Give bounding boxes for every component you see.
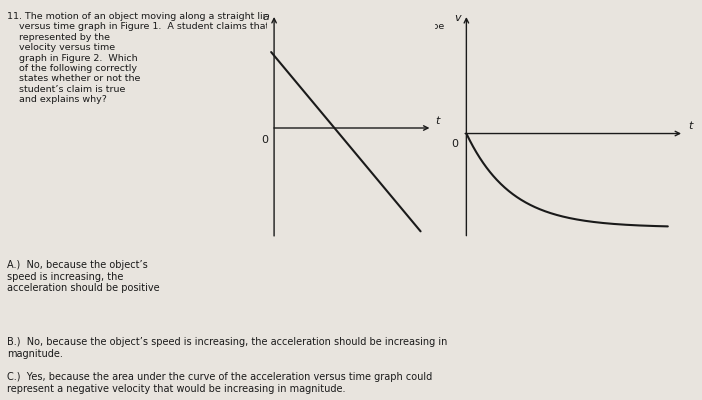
Text: v: v	[453, 12, 461, 22]
Text: C.)  Yes, because the area under the curve of the acceleration versus time graph: C.) Yes, because the area under the curv…	[7, 372, 432, 394]
Text: 11. The motion of an object moving along a straight line is described by the acc: 11. The motion of an object moving along…	[7, 12, 444, 104]
Text: 0: 0	[261, 135, 268, 145]
Text: A.)  No, because the object’s
speed is increasing, the
acceleration should be po: A.) No, because the object’s speed is in…	[7, 260, 159, 293]
Text: a: a	[263, 12, 270, 22]
Text: t: t	[435, 116, 439, 126]
Text: 0: 0	[451, 139, 458, 149]
Text: t: t	[688, 121, 692, 131]
Text: B.)  No, because the object’s speed is increasing, the acceleration should be in: B.) No, because the object’s speed is in…	[7, 337, 447, 358]
